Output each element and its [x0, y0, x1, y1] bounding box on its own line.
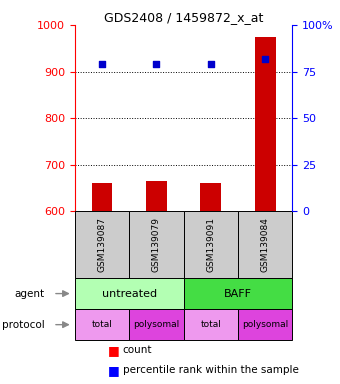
Point — [262, 55, 268, 61]
Bar — [75, 212, 129, 278]
Text: ■: ■ — [108, 364, 120, 377]
Bar — [92, 184, 112, 212]
Text: agent: agent — [14, 289, 44, 299]
Bar — [238, 212, 292, 278]
Text: protocol: protocol — [2, 319, 44, 329]
Bar — [238, 309, 292, 340]
Bar — [255, 36, 275, 212]
Text: ■: ■ — [108, 344, 120, 357]
Text: total: total — [200, 320, 221, 329]
Bar — [201, 184, 221, 212]
Bar — [129, 309, 184, 340]
Text: count: count — [123, 345, 152, 355]
Text: polysomal: polysomal — [242, 320, 288, 329]
Bar — [75, 309, 129, 340]
Text: untreated: untreated — [102, 289, 157, 299]
Bar — [146, 181, 167, 212]
Text: GSM139079: GSM139079 — [152, 217, 161, 272]
Text: total: total — [91, 320, 113, 329]
Text: GSM139091: GSM139091 — [206, 217, 215, 272]
Point — [99, 61, 105, 67]
Text: percentile rank within the sample: percentile rank within the sample — [123, 365, 299, 375]
Bar — [184, 212, 238, 278]
Text: GSM139084: GSM139084 — [261, 217, 270, 272]
Bar — [184, 309, 238, 340]
Bar — [184, 278, 292, 309]
Text: polysomal: polysomal — [133, 320, 180, 329]
Text: GSM139087: GSM139087 — [98, 217, 106, 272]
Bar — [75, 278, 184, 309]
Title: GDS2408 / 1459872_x_at: GDS2408 / 1459872_x_at — [104, 11, 263, 24]
Point — [208, 61, 214, 67]
Point — [154, 61, 159, 67]
Bar — [129, 212, 184, 278]
Text: BAFF: BAFF — [224, 289, 252, 299]
